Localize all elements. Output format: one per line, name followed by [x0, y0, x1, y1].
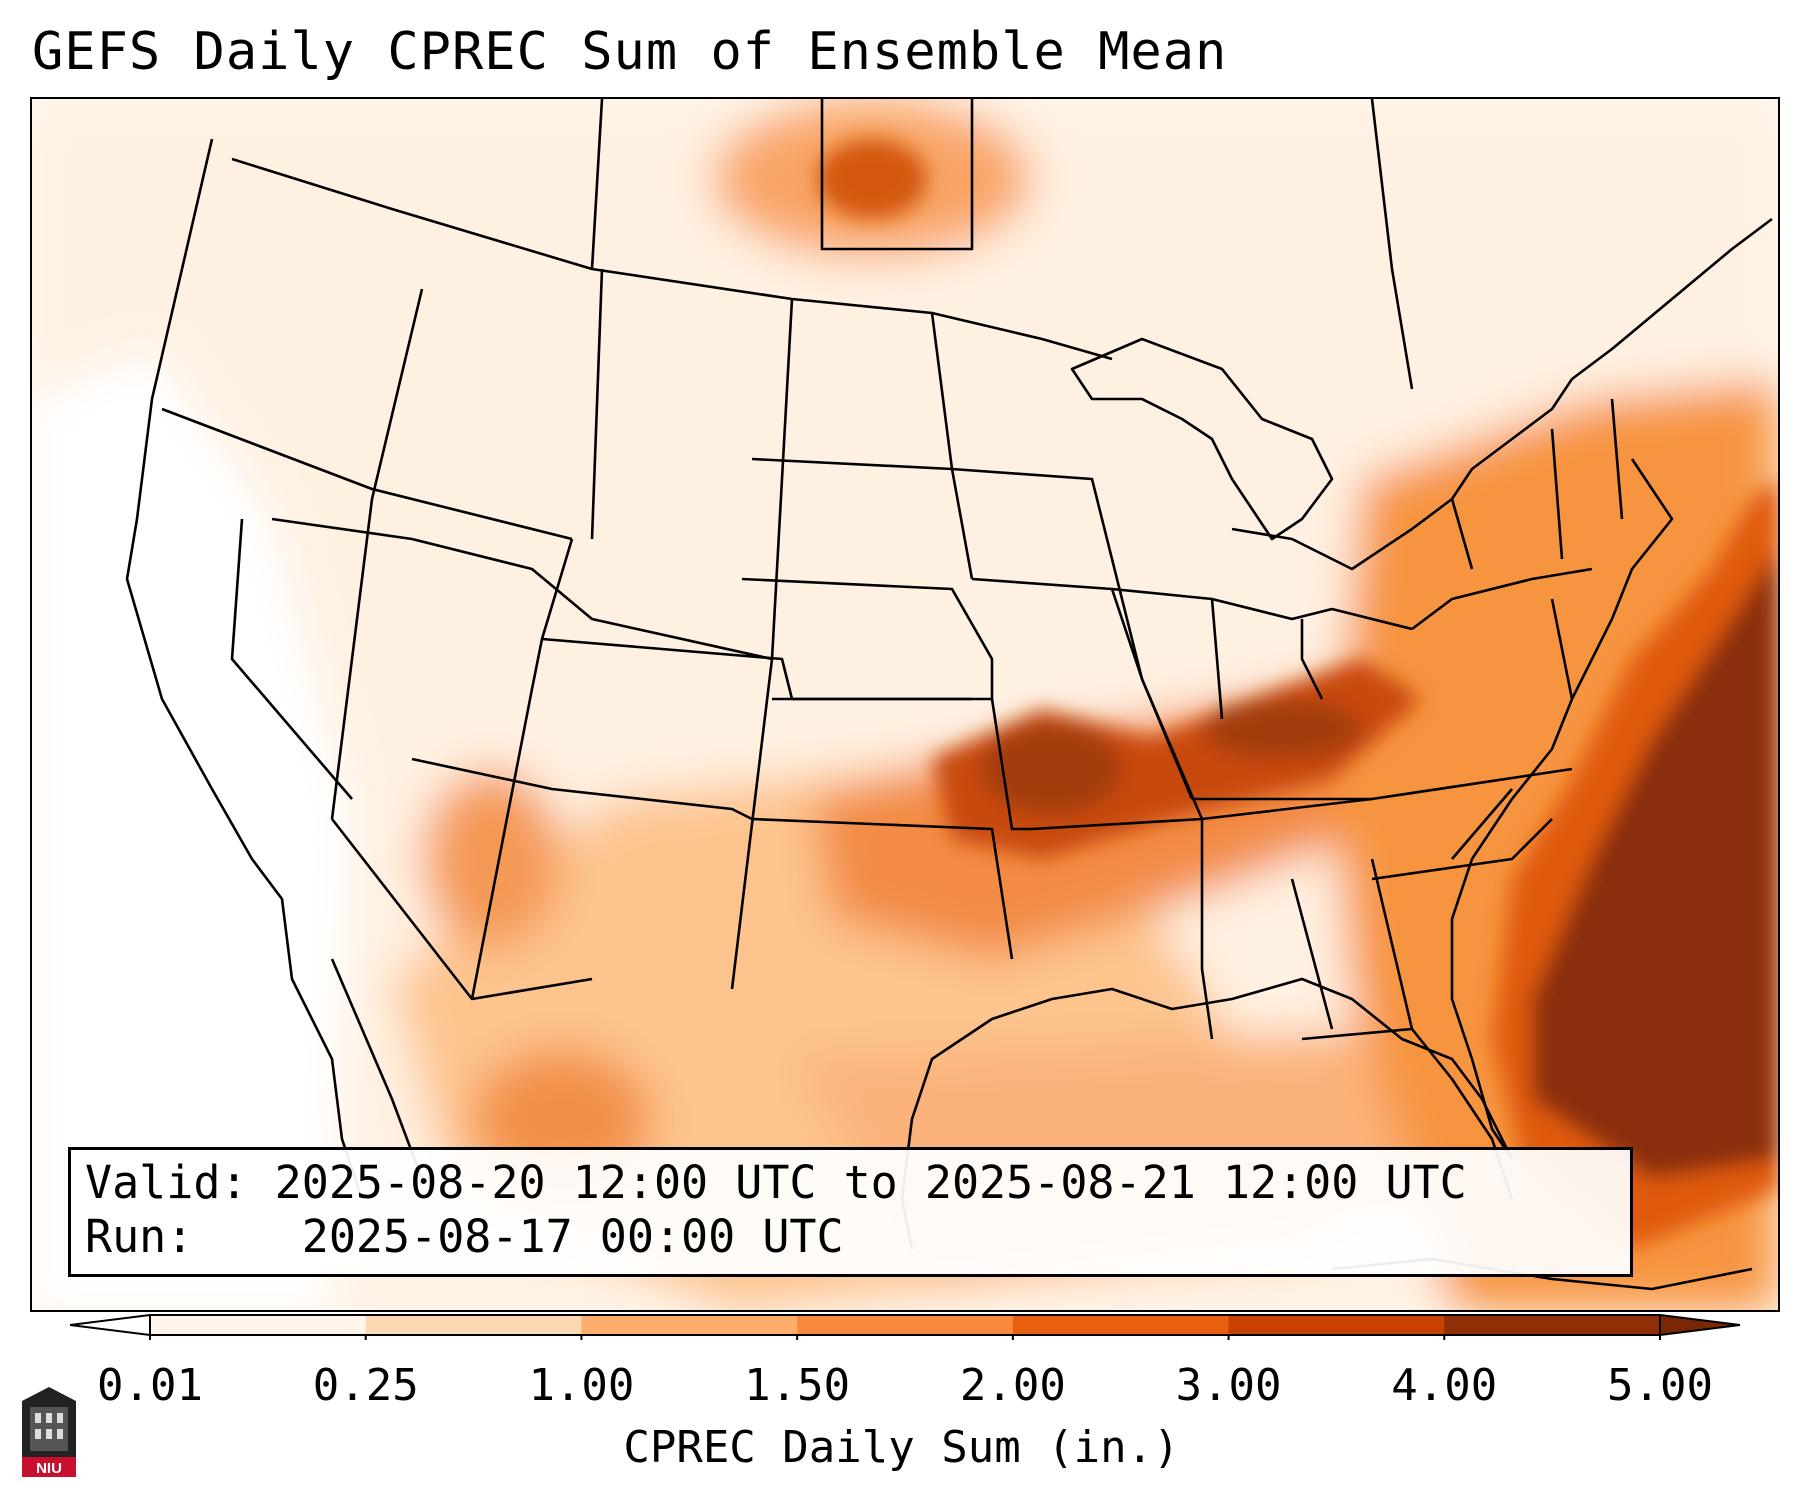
colorbar-segment: [1228, 1315, 1445, 1335]
colorbar-tick-label: 1.50: [744, 1360, 851, 1411]
colorbar-extend-high: [1659, 1313, 1741, 1337]
colorbar-segment: [581, 1315, 798, 1335]
run-label: Run:: [85, 1210, 194, 1263]
colorbar-tick-label: 5.00: [1607, 1360, 1713, 1411]
colorbar-segment: [797, 1315, 1014, 1335]
colorbar-segment: [1444, 1315, 1661, 1335]
colorbar: [70, 1313, 1741, 1340]
run-value: 2025-08-17 00:00 UTC: [301, 1210, 844, 1263]
valid-time-box: Valid: 2025-08-20 12:00 UTC to 2025-08-2…: [68, 1147, 1633, 1277]
colorbar-tick-label: 2.00: [959, 1360, 1066, 1411]
precip-core: [817, 139, 1778, 1249]
colorbar-tick-label: 3.00: [1175, 1360, 1282, 1411]
run-line: Run: 2025-08-17 00:00 UTC: [85, 1210, 1616, 1264]
colorbar-tick-label: 0.25: [312, 1360, 419, 1411]
boundaries: [125, 99, 1773, 1291]
niu-logo: NIU: [22, 1387, 76, 1477]
map-title: GEFS Daily CPREC Sum of Ensemble Mean: [32, 22, 1228, 82]
colorbar-tick-label: 4.00: [1391, 1360, 1498, 1411]
valid-label: Valid:: [85, 1156, 248, 1209]
colorbar-segment: [1012, 1315, 1230, 1335]
colorbar-extend-low: [70, 1313, 151, 1337]
precipitation-map: [30, 97, 1780, 1312]
colorbar-tick-label: 0.01: [97, 1360, 203, 1411]
colorbar-label: CPREC Daily Sum (in.): [623, 1422, 1180, 1473]
svg-text:NIU: NIU: [36, 1460, 62, 1477]
precip-field: [32, 99, 1778, 1310]
valid-line: Valid: 2025-08-20 12:00 UTC to 2025-08-2…: [85, 1156, 1616, 1210]
colorbar-tick-label: 1.00: [528, 1360, 635, 1411]
colorbar-segment: [365, 1315, 582, 1335]
colorbar-segment: [150, 1315, 367, 1335]
valid-value: 2025-08-20 12:00 UTC to 2025-08-21 12:00…: [274, 1156, 1467, 1209]
